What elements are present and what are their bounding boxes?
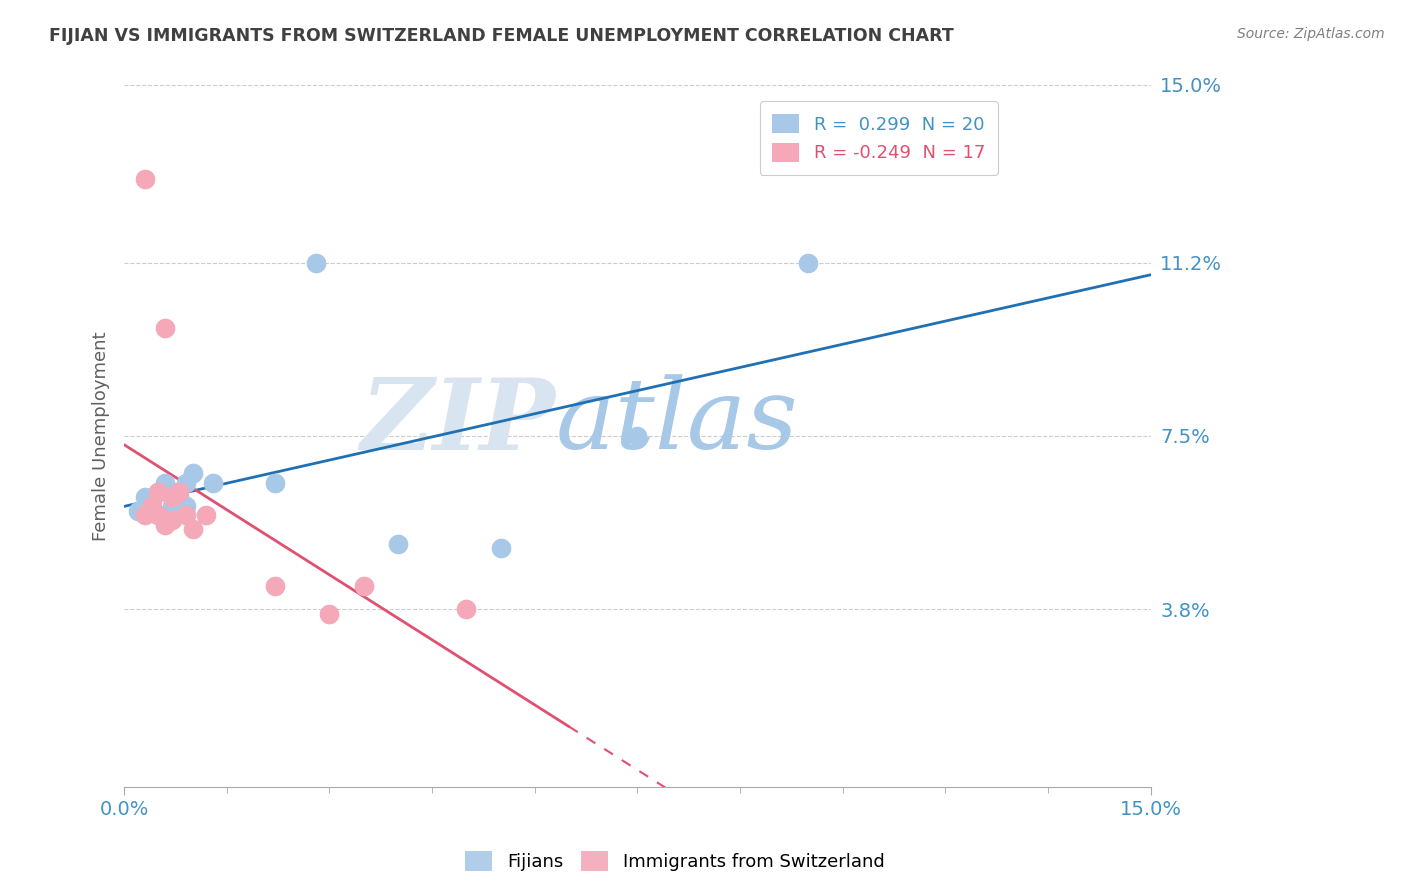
Point: [456, 602, 478, 616]
Point: [263, 475, 285, 490]
Point: [148, 485, 170, 500]
Point: [141, 499, 163, 513]
Text: Source: ZipAtlas.com: Source: ZipAtlas.com: [1237, 27, 1385, 41]
Text: FIJIAN VS IMMIGRANTS FROM SWITZERLAND FEMALE UNEMPLOYMENT CORRELATION CHART: FIJIAN VS IMMIGRANTS FROM SWITZERLAND FE…: [49, 27, 953, 45]
Point: [134, 508, 156, 523]
Point: [387, 536, 409, 550]
Point: [263, 579, 285, 593]
Point: [160, 499, 183, 513]
Point: [353, 579, 375, 593]
Point: [174, 475, 197, 490]
Point: [160, 513, 183, 527]
Text: atlas: atlas: [555, 375, 799, 469]
Point: [167, 490, 190, 504]
Point: [167, 504, 190, 518]
Point: [148, 485, 170, 500]
Point: [181, 467, 204, 481]
Text: ZIP: ZIP: [360, 374, 555, 470]
Point: [148, 508, 170, 523]
Point: [127, 504, 149, 518]
Point: [626, 429, 648, 443]
Point: [160, 490, 183, 504]
Point: [318, 607, 340, 621]
Point: [167, 485, 190, 500]
Point: [134, 490, 156, 504]
Point: [134, 171, 156, 186]
Point: [160, 485, 183, 500]
Point: [155, 517, 177, 532]
Legend: Fijians, Immigrants from Switzerland: Fijians, Immigrants from Switzerland: [458, 844, 891, 879]
Point: [148, 508, 170, 523]
Point: [195, 508, 218, 523]
Point: [155, 475, 177, 490]
Point: [305, 256, 328, 270]
Point: [174, 508, 197, 523]
Legend: R =  0.299  N = 20, R = -0.249  N = 17: R = 0.299 N = 20, R = -0.249 N = 17: [759, 101, 998, 175]
Point: [141, 494, 163, 508]
Point: [181, 523, 204, 537]
Point: [489, 541, 512, 556]
Point: [174, 499, 197, 513]
Point: [797, 256, 820, 270]
Point: [202, 475, 225, 490]
Y-axis label: Female Unemployment: Female Unemployment: [93, 331, 110, 541]
Point: [155, 321, 177, 335]
